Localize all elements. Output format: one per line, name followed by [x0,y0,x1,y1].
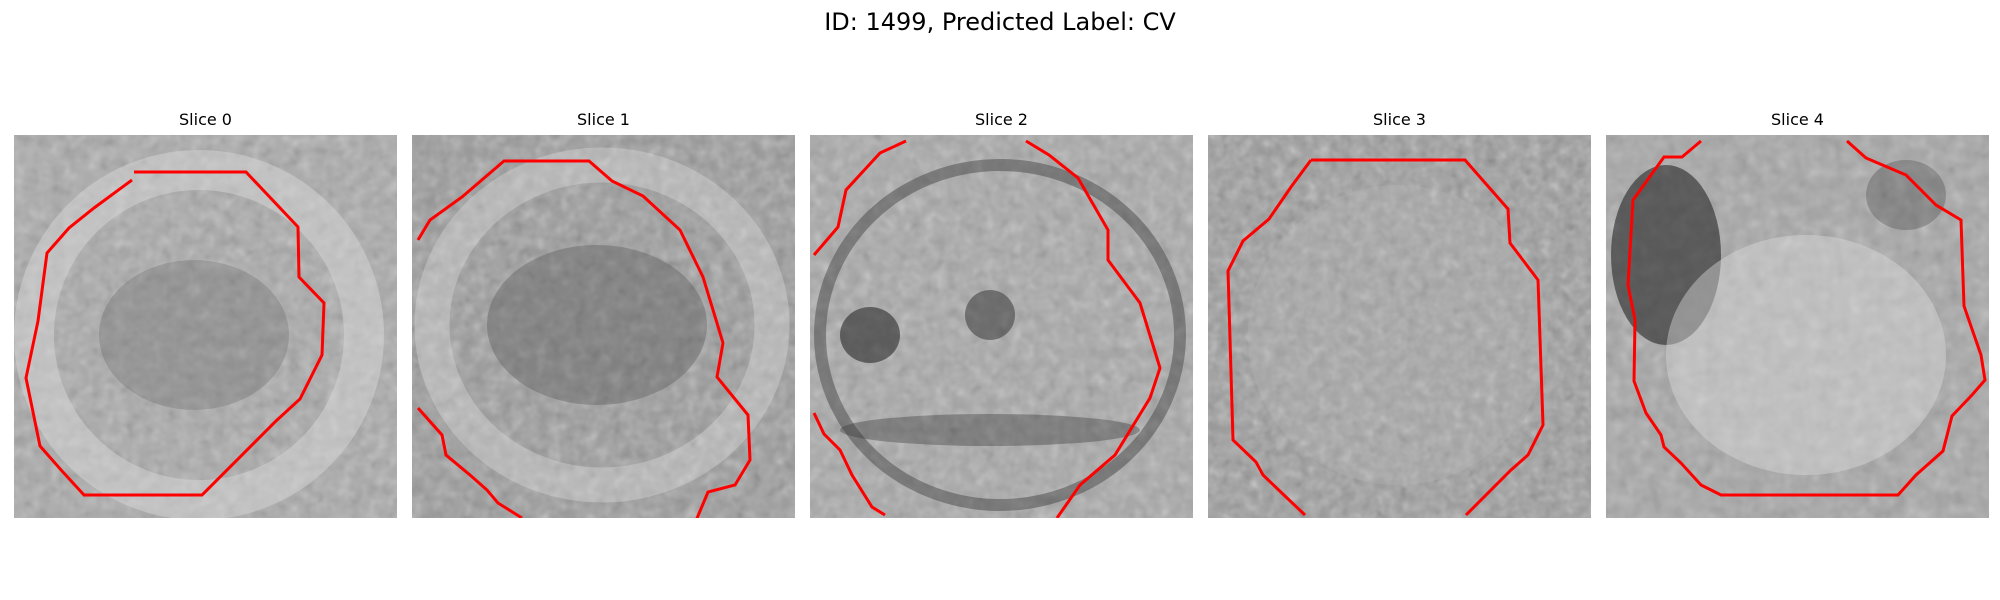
segmentation-outline [1626,139,1987,497]
slice-image-2 [810,135,1193,518]
slice-image-1 [412,135,795,518]
slice-image-3 [1208,135,1591,518]
slice-title-0: Slice 0 [179,110,232,129]
segmentation-outline [1311,158,1545,517]
segmentation-outline [1025,139,1162,518]
slice-title-4: Slice 4 [1771,110,1824,129]
segmentation-outline [812,139,907,256]
segmentation-outline [416,407,523,518]
slice-image-0 [14,135,397,518]
segmentation-outline [812,412,886,517]
slice-title-1: Slice 1 [577,110,630,129]
slice-title-3: Slice 3 [1373,110,1426,129]
slice-panel-3: Slice 3 [1208,110,1591,518]
slice-image-4 [1606,135,1989,518]
slice-panel-0: Slice 0 [14,110,397,518]
slice-panel-1: Slice 1 [412,110,795,518]
segmentation-outline [24,170,326,497]
slice-panel-2: Slice 2 [810,110,1193,518]
segmentation-outline [1226,159,1313,517]
slice-panel-4: Slice 4 [1606,110,1989,518]
segmentation-outline [416,159,752,518]
figure-title: ID: 1499, Predicted Label: CV [824,8,1176,36]
slice-title-2: Slice 2 [975,110,1028,129]
